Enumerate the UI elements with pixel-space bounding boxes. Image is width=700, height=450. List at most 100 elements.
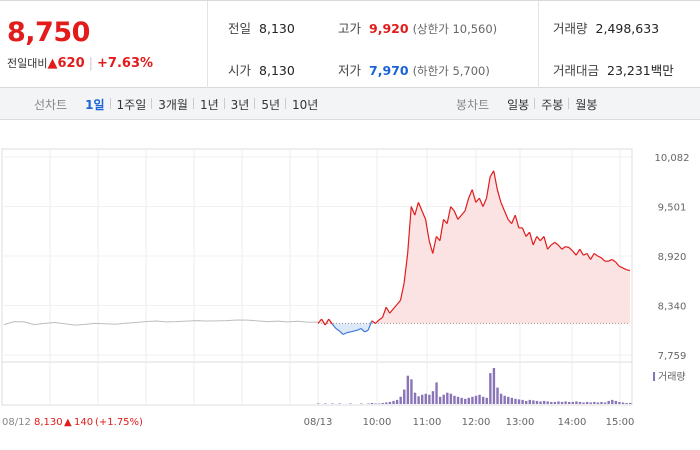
price-line-segment xyxy=(328,318,333,325)
info-low-value: 7,970 xyxy=(369,63,409,78)
info-open: 시가 8,130 xyxy=(228,60,295,79)
price-line-segment xyxy=(543,236,549,250)
volume-bar xyxy=(413,392,417,404)
price-line-segment xyxy=(471,189,477,203)
info-prev-value: 8,130 xyxy=(259,21,295,36)
volume-bar xyxy=(564,401,567,404)
divider: | xyxy=(88,56,94,71)
price-line-segment xyxy=(529,232,534,246)
volume-bar xyxy=(532,400,535,404)
price-line-segment xyxy=(410,206,416,216)
price-line-segment xyxy=(460,210,466,216)
price-line-segment xyxy=(482,197,488,207)
price-line-segment xyxy=(443,219,448,225)
info-amount: 거래대금 23,231백만 xyxy=(553,60,674,79)
tab-weekly-candle[interactable]: 주봉 xyxy=(534,96,569,113)
intraday-price-chart[interactable]: 10,082 9,501 8,920 8,340 7,759 거래량 08/13 10:00 1… xyxy=(0,121,700,450)
volume-bar xyxy=(542,400,546,404)
info-amount-value: 23,231 xyxy=(607,63,651,78)
info-column-3: 거래량 2,498,633 거래대금 23,231백만 xyxy=(538,1,700,88)
tab-3month[interactable]: 3개월 xyxy=(151,96,194,113)
change-label: 전일대비 xyxy=(7,57,48,70)
info-low: 저가 7,970 (하한가 5,700) xyxy=(338,60,490,79)
info-high-value: 9,920 xyxy=(369,21,409,36)
price-line-segment xyxy=(593,252,599,257)
volume-bar xyxy=(517,399,521,404)
price-line-segment xyxy=(339,330,344,335)
price-line-segment xyxy=(547,244,552,250)
volume-bar xyxy=(442,394,445,404)
tab-1year[interactable]: 1년 xyxy=(192,96,225,113)
tab-monthly-candle[interactable]: 월봉 xyxy=(568,96,603,113)
volume-bar xyxy=(478,394,481,404)
volume-bar xyxy=(471,396,474,404)
volume-bar xyxy=(435,382,438,404)
info-volume-value: 2,498,633 xyxy=(595,21,660,36)
y-tick-label: 8,920 xyxy=(658,252,687,263)
price-line-segment xyxy=(493,170,498,190)
current-price-box: 8,750 전일대비▲620 | +7.63% xyxy=(0,1,208,88)
price-area-down xyxy=(318,323,630,335)
volume-bar xyxy=(367,403,370,404)
volume-bar xyxy=(553,401,557,404)
prev-day-close: 8,130 xyxy=(34,417,63,428)
price-line-segment xyxy=(622,267,627,271)
volume-legend-label: 거래량 xyxy=(658,371,686,383)
volume-bar xyxy=(446,392,449,404)
price-line-segment xyxy=(536,236,541,242)
volume-bar xyxy=(324,403,327,404)
volume-bar xyxy=(546,401,549,404)
volume-bar xyxy=(607,400,610,404)
tab-1day[interactable]: 1일 xyxy=(85,97,105,112)
y-tick-label: 7,759 xyxy=(658,351,687,362)
info-high: 고가 9,920 (상한가 10,560) xyxy=(338,18,497,37)
volume-bar xyxy=(374,403,377,404)
volume-bar xyxy=(417,396,420,404)
price-line-segment xyxy=(353,329,358,332)
price-line-segment xyxy=(321,318,326,326)
volume-bar xyxy=(388,401,392,404)
price-line-segment xyxy=(503,210,509,220)
info-open-value: 8,130 xyxy=(259,63,295,78)
volume-bar xyxy=(464,398,467,404)
volume-bar xyxy=(338,403,341,404)
price-line-segment xyxy=(478,197,484,207)
price-line-segment xyxy=(331,323,337,329)
volume-bar xyxy=(410,379,413,404)
volume-bar xyxy=(614,400,618,404)
tab-5year[interactable]: 5년 xyxy=(254,96,286,113)
volume-bar xyxy=(424,393,427,404)
info-column-2: 고가 9,920 (상한가 10,560) 저가 7,970 (하한가 5,700) xyxy=(338,1,538,88)
tab-1week[interactable]: 1주일 xyxy=(109,96,153,113)
x-tick-label: 13:00 xyxy=(506,417,535,428)
price-line-segment xyxy=(446,206,452,224)
x-tick-label: 15:00 xyxy=(606,417,635,428)
volume-bar xyxy=(467,397,471,404)
price-line-segment xyxy=(611,258,617,263)
tab-3year[interactable]: 3년 xyxy=(223,96,256,113)
tab-10year[interactable]: 10년 xyxy=(285,96,324,113)
volume-bar xyxy=(603,402,607,404)
line-chart-label: 선차트 xyxy=(34,97,68,112)
volume-bar xyxy=(499,393,503,404)
info-volume: 거래량 2,498,633 xyxy=(553,18,659,37)
price-line-segment xyxy=(317,318,323,324)
volume-bar xyxy=(596,402,600,404)
price-line-segment xyxy=(453,210,459,220)
y-tick-label: 10,082 xyxy=(655,153,690,164)
tab-daily-candle[interactable]: 일봉 xyxy=(507,97,530,112)
x-tick-label: 10:00 xyxy=(363,417,392,428)
y-tick-label: 9,501 xyxy=(658,203,687,214)
volume-bar xyxy=(370,402,374,404)
price-line-segment xyxy=(514,214,520,229)
volume-bar xyxy=(600,401,603,404)
volume-bar xyxy=(395,399,399,404)
price-line-segment xyxy=(475,197,480,203)
chart-period-tabbar: 선차트 1일 1주일 3개월 1년 3년 5년 10년 봉차트 일봉 주봉 월봉 xyxy=(0,88,700,120)
price-line-segment xyxy=(608,258,613,262)
info-column-1: 전일 8,130 시가 8,130 xyxy=(228,1,328,88)
volume-bar xyxy=(438,396,442,404)
prev-day-change: 140 xyxy=(74,417,93,428)
price-line-segment xyxy=(367,320,373,331)
price-line-segment xyxy=(561,246,566,250)
